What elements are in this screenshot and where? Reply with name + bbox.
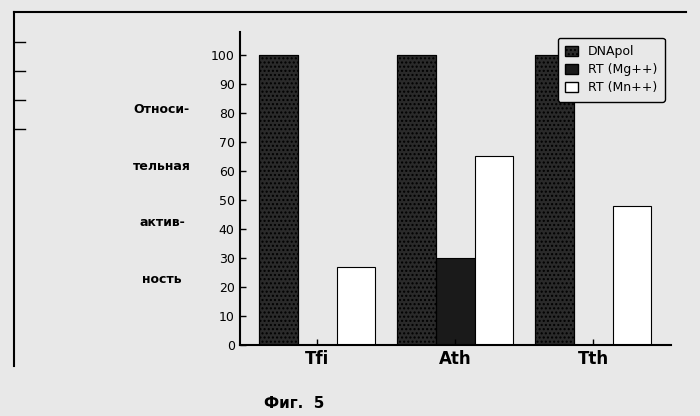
- Bar: [337, 267, 375, 345]
- Text: Относи-: Относи-: [134, 104, 190, 116]
- Bar: [536, 55, 574, 345]
- Bar: [259, 55, 298, 345]
- Bar: [475, 156, 513, 345]
- Bar: [436, 258, 475, 345]
- Bar: [259, 55, 298, 345]
- Legend: DNApol, RT (Mg++), RT (Mn++): DNApol, RT (Mg++), RT (Mn++): [558, 38, 665, 102]
- Bar: [398, 55, 436, 345]
- Text: тельная: тельная: [133, 160, 191, 173]
- Text: Фиг.  5: Фиг. 5: [264, 396, 324, 411]
- Bar: [536, 55, 574, 345]
- Bar: [398, 55, 436, 345]
- Text: актив-: актив-: [139, 216, 185, 229]
- Bar: [612, 206, 652, 345]
- Text: ность: ность: [142, 272, 182, 285]
